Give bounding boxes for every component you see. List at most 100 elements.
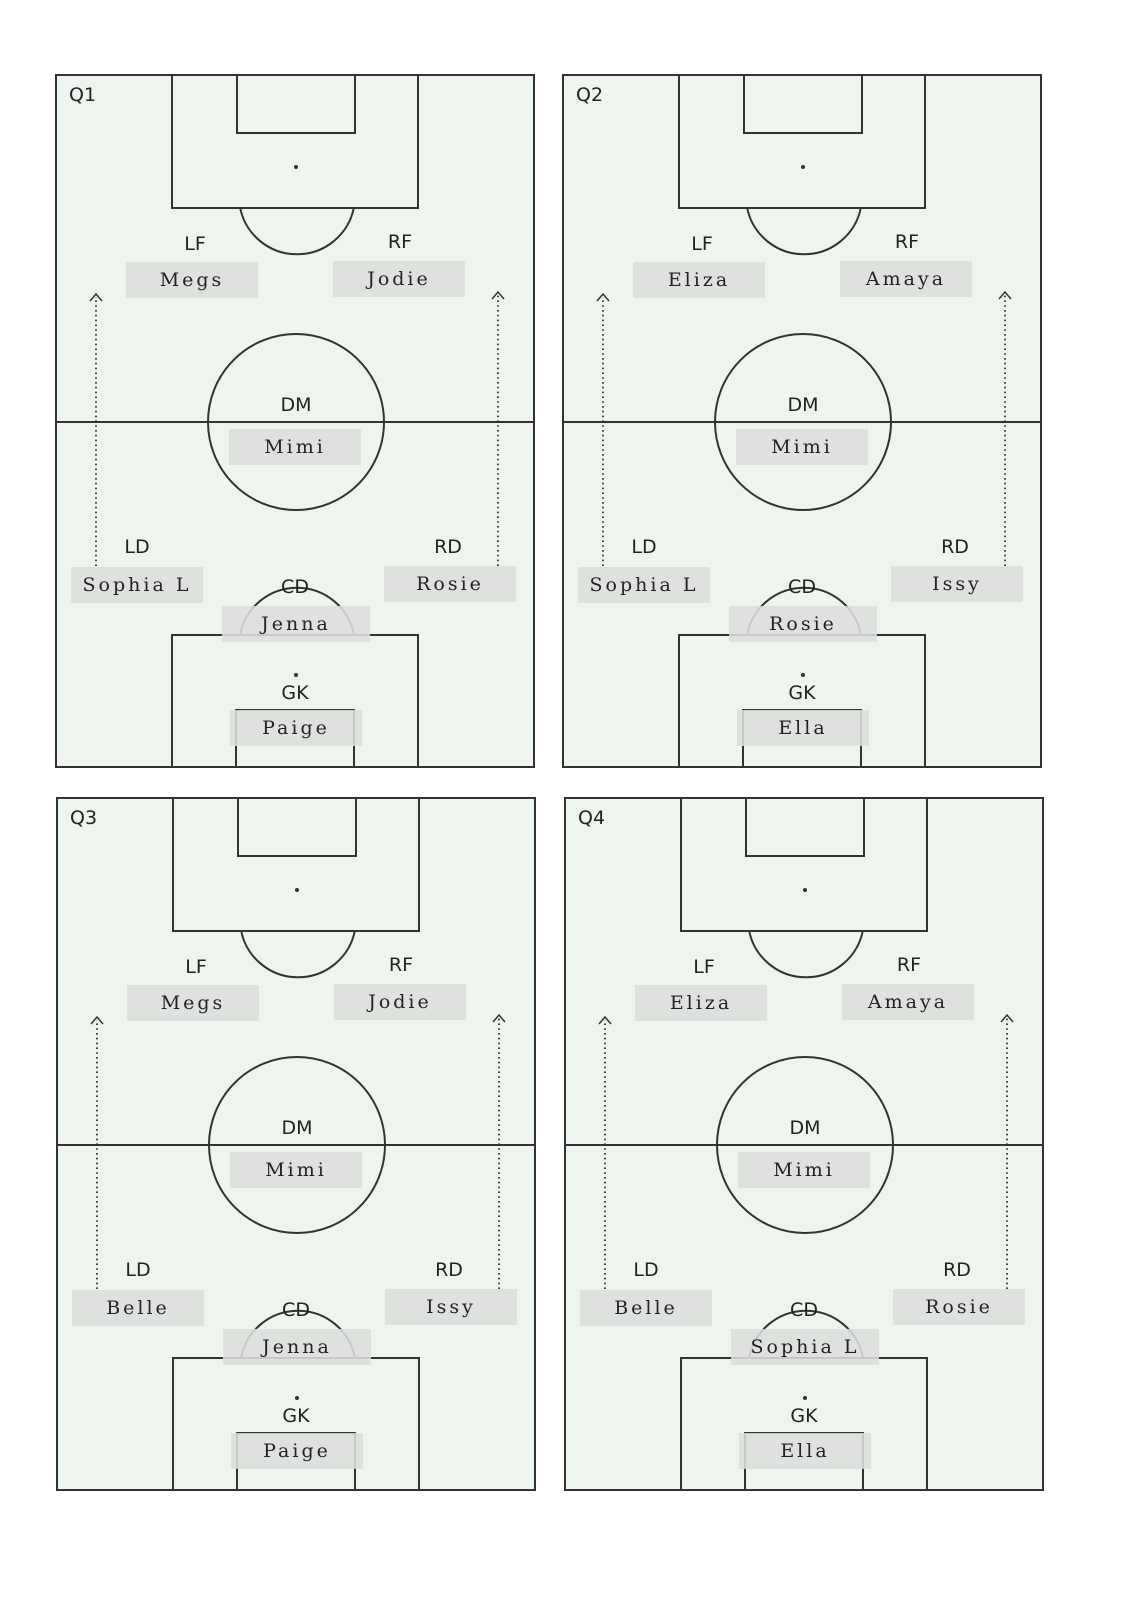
position-label-gk: GK: [281, 682, 309, 704]
position-label-cd: CD: [788, 576, 816, 598]
position-label-rd: RD: [941, 536, 969, 558]
top-penalty-spot: [803, 888, 807, 892]
pitch-diagram: [562, 74, 1042, 768]
top-penalty-arc: [240, 929, 356, 979]
position-label-ld: LD: [125, 1259, 151, 1281]
player-card-gk: Paige: [230, 710, 362, 746]
player-card-cd: Jenna: [222, 606, 370, 642]
position-label-rf: RF: [894, 231, 920, 253]
position-label-gk: GK: [788, 682, 816, 704]
pitch-panel-q3: Q3 LF Megs RF Jodie DM Mimi LD Belle RD …: [56, 797, 536, 1491]
position-label-lf: LF: [693, 956, 715, 978]
position-label-cd: CD: [281, 576, 309, 598]
right-run-arrow-icon: [1000, 1013, 1014, 1289]
player-card-ld: Sophia L: [71, 567, 203, 603]
player-card-cd: Rosie: [729, 606, 877, 642]
player-card-dm: Mimi: [229, 429, 361, 465]
player-card-cd: Sophia L: [731, 1329, 879, 1365]
quarter-label: Q1: [69, 84, 97, 106]
right-run-arrow-icon: [491, 290, 505, 566]
top-penalty-spot: [294, 165, 298, 169]
centre-circle: [716, 1056, 894, 1234]
top-goal-box: [236, 74, 356, 134]
left-run-arrow-icon: [596, 292, 610, 566]
position-label-lf: LF: [185, 956, 207, 978]
top-penalty-spot: [801, 165, 805, 169]
player-card-cd: Jenna: [223, 1329, 371, 1365]
bottom-penalty-spot: [295, 1396, 299, 1400]
top-goal-box: [237, 797, 357, 857]
position-label-rd: RD: [435, 1259, 463, 1281]
top-penalty-box: [680, 797, 928, 932]
centre-circle: [714, 333, 892, 511]
top-penalty-spot: [295, 888, 299, 892]
position-label-dm: DM: [789, 1117, 821, 1139]
left-run-arrow-icon: [598, 1015, 612, 1289]
centre-circle: [207, 333, 385, 511]
player-card-rd: Issy: [385, 1289, 517, 1325]
position-label-ld: LD: [631, 536, 657, 558]
player-card-rf: Amaya: [840, 261, 972, 297]
position-label-dm: DM: [787, 394, 819, 416]
player-card-rf: Jodie: [334, 984, 466, 1020]
position-label-cd: CD: [790, 1299, 818, 1321]
pitch-panel-q4: Q4 LF Eliza RF Amaya DM Mimi LD Belle RD…: [564, 797, 1044, 1491]
player-card-gk: Paige: [231, 1433, 363, 1469]
position-label-rd: RD: [434, 536, 462, 558]
player-card-dm: Mimi: [738, 1152, 870, 1188]
player-card-rf: Amaya: [842, 984, 974, 1020]
top-penalty-box: [171, 74, 419, 209]
quarter-label: Q4: [578, 807, 606, 829]
top-penalty-box: [678, 74, 926, 209]
top-goal-box: [745, 797, 865, 857]
bottom-penalty-spot: [294, 673, 298, 677]
right-run-arrow-icon: [998, 290, 1012, 566]
pitch-diagram: [55, 74, 535, 768]
player-card-gk: Ella: [739, 1433, 871, 1469]
position-label-dm: DM: [281, 1117, 313, 1139]
quarter-label: Q3: [70, 807, 98, 829]
left-run-arrow-icon: [89, 292, 103, 566]
quarter-label: Q2: [576, 84, 604, 106]
position-label-lf: LF: [184, 233, 206, 255]
position-label-dm: DM: [280, 394, 312, 416]
position-label-rf: RF: [387, 231, 413, 253]
player-card-lf: Eliza: [635, 985, 767, 1021]
bottom-penalty-spot: [801, 673, 805, 677]
position-label-cd: CD: [282, 1299, 310, 1321]
centre-circle: [208, 1056, 386, 1234]
position-label-ld: LD: [124, 536, 150, 558]
bottom-penalty-spot: [803, 1396, 807, 1400]
position-label-lf: LF: [691, 233, 713, 255]
pitch-panel-q2: Q2 LF Eliza RF Amaya DM Mimi LD Sophia L…: [562, 74, 1042, 768]
position-label-ld: LD: [633, 1259, 659, 1281]
player-card-lf: Megs: [126, 262, 258, 298]
position-label-rf: RF: [896, 954, 922, 976]
position-label-gk: GK: [790, 1405, 818, 1427]
player-card-rf: Jodie: [333, 261, 465, 297]
player-card-lf: Megs: [127, 985, 259, 1021]
position-label-rf: RF: [388, 954, 414, 976]
player-card-dm: Mimi: [230, 1152, 362, 1188]
position-label-gk: GK: [282, 1405, 310, 1427]
player-card-ld: Sophia L: [578, 567, 710, 603]
player-card-rd: Issy: [891, 566, 1023, 602]
player-card-rd: Rosie: [384, 566, 516, 602]
player-card-rd: Rosie: [893, 1289, 1025, 1325]
top-goal-box: [743, 74, 863, 134]
player-card-ld: Belle: [72, 1290, 204, 1326]
pitch-panel-q1: Q1 LF Megs RF Jodie DM Mimi LD Sophia L …: [55, 74, 535, 768]
player-card-ld: Belle: [580, 1290, 712, 1326]
player-card-lf: Eliza: [633, 262, 765, 298]
player-card-dm: Mimi: [736, 429, 868, 465]
top-penalty-arc: [746, 206, 862, 256]
pitch-diagram: [564, 797, 1044, 1491]
top-penalty-arc: [239, 206, 355, 256]
top-penalty-arc: [748, 929, 864, 979]
left-run-arrow-icon: [90, 1015, 104, 1289]
player-card-gk: Ella: [737, 710, 869, 746]
right-run-arrow-icon: [492, 1013, 506, 1289]
position-label-rd: RD: [943, 1259, 971, 1281]
top-penalty-box: [172, 797, 420, 932]
pitch-diagram: [56, 797, 536, 1491]
